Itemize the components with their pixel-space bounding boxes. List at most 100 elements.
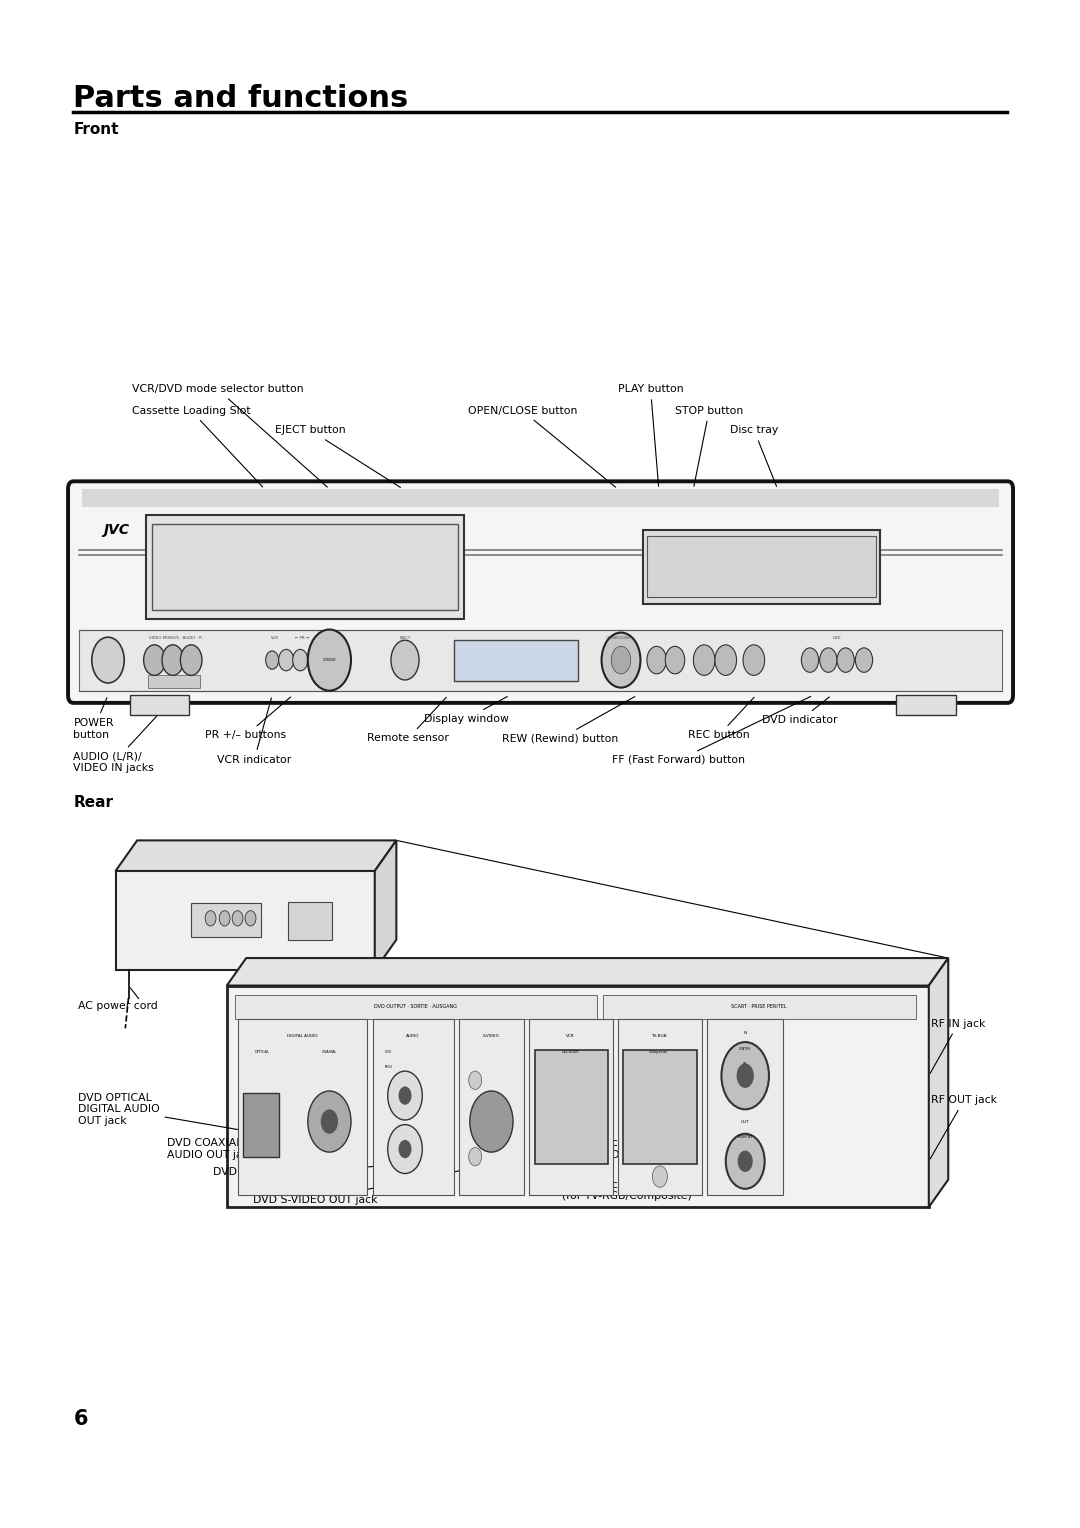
Text: DECODER: DECODER [562,1050,579,1054]
Bar [535,1050,608,1164]
Text: POWER
button: POWER button [73,698,114,740]
Polygon shape [116,840,396,871]
Bar [235,995,597,1019]
Circle shape [144,645,165,675]
Bar [243,1093,279,1157]
Bar [373,1019,454,1195]
Text: VCR indicator: VCR indicator [217,698,292,766]
Text: RF IN jack: RF IN jack [930,1019,985,1073]
Circle shape [388,1125,422,1174]
Text: COAXIAL: COAXIAL [322,1050,337,1054]
Text: S-VIDEO: S-VIDEO [483,1034,500,1039]
Circle shape [232,911,243,926]
Polygon shape [929,958,948,1207]
Text: 6: 6 [73,1409,87,1429]
Text: SCART-socket
(for TV-RGB/Composite): SCART-socket (for TV-RGB/Composite) [562,1166,691,1201]
Bar [116,871,375,970]
Bar [288,902,332,940]
Circle shape [308,1091,351,1152]
Circle shape [180,645,202,675]
Circle shape [399,1086,411,1105]
Text: EJECT: EJECT [400,636,410,640]
Bar [227,986,929,1207]
FancyBboxPatch shape [68,481,1013,703]
Text: (ENTR): (ENTR) [739,1047,752,1051]
Text: TV-RGB: TV-RGB [651,1034,666,1039]
Text: ← PR →: ← PR → [296,636,309,640]
Circle shape [721,1042,769,1109]
Text: DVD S-VIDEO OUT jack: DVD S-VIDEO OUT jack [253,1164,488,1206]
Text: Front: Front [73,122,119,138]
Circle shape [855,648,873,672]
Text: DVD OUTPUT · SORTIE · AUSGANG: DVD OUTPUT · SORTIE · AUSGANG [375,1004,457,1010]
Text: RF OUT jack: RF OUT jack [930,1096,997,1158]
Text: (ANT): (ANT) [740,1077,751,1082]
Circle shape [266,651,279,669]
Text: AC power cord: AC power cord [78,1001,158,1012]
Text: DVD: DVD [833,636,841,640]
Text: DVD OPTICAL
DIGITAL AUDIO
OUT jack: DVD OPTICAL DIGITAL AUDIO OUT jack [78,1093,259,1134]
Bar [623,1050,697,1164]
Bar [238,1019,367,1195]
Text: REW (Rewind) button: REW (Rewind) button [502,697,635,744]
Bar [643,530,880,604]
Bar [146,515,464,619]
Text: Display window: Display window [424,697,510,724]
Bar [529,1019,613,1195]
Bar [896,695,956,715]
Text: OPTICAL: OPTICAL [255,1050,270,1054]
Text: DVD indicator: DVD indicator [762,697,838,726]
Text: DIGITAL AUDIO: DIGITAL AUDIO [287,1034,318,1039]
Text: AUDIO: AUDIO [406,1034,419,1039]
Circle shape [602,633,640,688]
Bar [130,695,189,715]
Circle shape [293,649,308,671]
Circle shape [726,1134,765,1189]
Circle shape [715,645,737,675]
Text: VIDEO MONO/S · AUDIO · R: VIDEO MONO/S · AUDIO · R [149,636,202,640]
Bar [79,630,1002,691]
Bar [459,1019,524,1195]
Text: VCR: VCR [271,636,280,640]
Text: Composite: Composite [649,1050,669,1054]
Bar [647,536,876,597]
Circle shape [693,645,715,675]
Text: PLAY button: PLAY button [618,384,684,486]
Bar [707,1019,783,1195]
Text: VCR: VCR [566,1034,575,1039]
Circle shape [308,630,351,691]
Circle shape [820,648,837,672]
Text: Parts and functions: Parts and functions [73,84,408,113]
Circle shape [470,1091,513,1152]
Circle shape [219,911,230,926]
Text: PR +/– buttons: PR +/– buttons [205,697,291,741]
Circle shape [321,1109,338,1134]
Circle shape [611,646,631,674]
Text: VCR/DVD: VCR/DVD [323,659,336,662]
Bar [603,995,916,1019]
Circle shape [652,1166,667,1187]
Circle shape [469,1148,482,1166]
Text: FF (Fast Forward) button: FF (Fast Forward) button [612,697,811,766]
Text: VCR/DVD mode selector button: VCR/DVD mode selector button [132,384,327,487]
Bar [618,1019,702,1195]
Bar [152,524,458,610]
Bar [191,903,261,937]
Circle shape [738,1151,753,1172]
Text: OPEN/CLOSE button: OPEN/CLOSE button [468,405,616,487]
Circle shape [162,645,184,675]
Text: OUT: OUT [741,1120,750,1123]
Circle shape [245,911,256,926]
Polygon shape [227,958,948,986]
Circle shape [743,645,765,675]
Circle shape [837,648,854,672]
Text: (SORTIE): (SORTIE) [738,1135,753,1138]
Circle shape [801,648,819,672]
Text: STOP button: STOP button [675,405,743,486]
Circle shape [737,1063,754,1088]
Circle shape [388,1071,422,1120]
Bar [454,640,578,681]
Text: SCART · PRISE PERITEL: SCART · PRISE PERITEL [731,1004,787,1010]
Text: SCART-socket
(for VCR/DECODER): SCART-socket (for VCR/DECODER) [562,1138,670,1164]
Text: DVD AUDIO (L/R) OUT jacks: DVD AUDIO (L/R) OUT jacks [213,1164,402,1178]
